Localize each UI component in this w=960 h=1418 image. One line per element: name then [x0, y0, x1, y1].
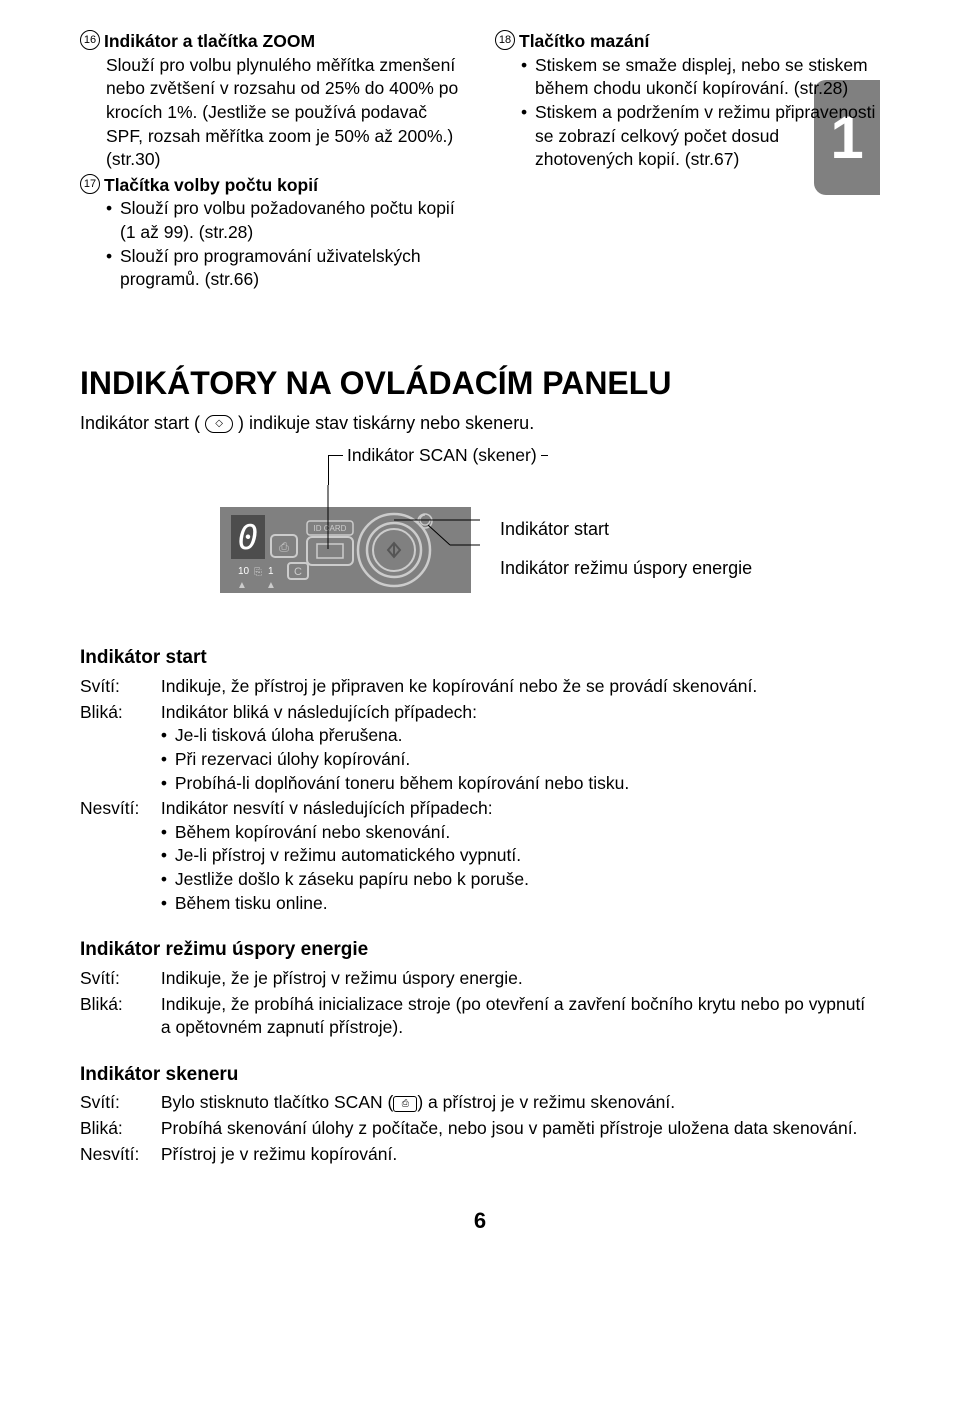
def-term: Nesvítí: — [80, 1143, 156, 1167]
page-number: 6 — [80, 1206, 880, 1236]
def-term: Bliká: — [80, 993, 156, 1017]
svg-text:C: C — [294, 566, 302, 578]
def-body: Indikuje, že probíhá inicializace stroje… — [161, 993, 879, 1040]
def-text: ) a přístroj je v režimu skenování. — [417, 1092, 675, 1112]
item-title: Indikátor a tlačítka ZOOM — [104, 30, 465, 54]
scan-icon: ⎙ — [393, 1096, 417, 1112]
svg-text:⎙: ⎙ — [279, 540, 289, 554]
item-bullet: Slouží pro programování uživatelských pr… — [106, 245, 465, 292]
bullet: Během kopírování nebo skenování. — [161, 821, 879, 845]
block-scanner: Indikátor skeneru Svítí: Bylo stisknuto … — [80, 1062, 880, 1167]
def-text: Indikátor bliká v následujících případec… — [161, 702, 477, 722]
bullet: Je-li přístroj v režimu automatického vy… — [161, 844, 879, 868]
def-term: Bliká: — [80, 1117, 156, 1141]
subtitle-part: ) indikuje stav tiskárny nebo skeneru. — [233, 413, 534, 433]
svg-text:10: 10 — [238, 566, 250, 577]
def-term: Nesvítí: — [80, 797, 156, 821]
panel-diagram: Indikátor SCAN (skener) 0 ⎙ ID CARD 10 ⎘… — [220, 455, 880, 605]
svg-text:ID CARD: ID CARD — [314, 524, 347, 533]
item-title: Tlačítko mazání — [519, 30, 880, 54]
def-body: Bylo stisknuto tlačítko SCAN (⎙) a příst… — [161, 1091, 879, 1115]
item-bullet: Stiskem a podržením v režimu připravenos… — [521, 101, 880, 172]
def-body: Indikátor nesvítí v následujících případ… — [161, 797, 879, 915]
block-title: Indikátor skeneru — [80, 1062, 880, 1088]
block-title: Indikátor start — [80, 645, 880, 671]
section-subtitle: Indikátor start ( ) indikuje stav tiskár… — [80, 411, 880, 435]
svg-text:▲: ▲ — [237, 580, 247, 591]
def-body: Indikuje, že je přístroj v režimu úspory… — [161, 967, 879, 991]
scan-label-line: Indikátor SCAN (skener) — [328, 455, 548, 485]
svg-text:▲: ▲ — [266, 580, 276, 591]
def-body: Probíhá skenování úlohy z počítače, nebo… — [161, 1117, 879, 1141]
block-energy: Indikátor režimu úspory energie Svítí: I… — [80, 937, 880, 1040]
bullet: Při rezervaci úlohy kopírování. — [161, 748, 879, 772]
start-indicator-label: Indikátor start — [500, 510, 752, 550]
item-title: Tlačítka volby počtu kopií — [104, 174, 465, 198]
block-indikator-start: Indikátor start Svítí: Indikuje, že přís… — [80, 645, 880, 915]
item-number-16: 16 — [80, 30, 100, 50]
left-column: 16 Indikátor a tlačítka ZOOM Slouží pro … — [80, 30, 465, 292]
start-icon — [205, 415, 233, 433]
section-title: INDIKÁTORY NA OVLÁDACÍM PANELU — [80, 362, 880, 405]
svg-text:0: 0 — [238, 518, 258, 558]
def-term: Svítí: — [80, 675, 156, 699]
bullet: Je-li tisková úloha přerušena. — [161, 724, 879, 748]
item-number-18: 18 — [495, 30, 515, 50]
bullet: Během tisku online. — [161, 892, 879, 916]
right-column: 18 Tlačítko mazání Stiskem se smaže disp… — [495, 30, 880, 292]
def-text: Indikátor nesvítí v následujících případ… — [161, 798, 493, 818]
diagram-right-labels: Indikátor start Indikátor režimu úspory … — [500, 510, 752, 581]
def-text: Bylo stisknuto tlačítko SCAN ( — [161, 1092, 393, 1112]
def-term: Svítí: — [80, 1091, 156, 1115]
def-body: Přístroj je v režimu kopírování. — [161, 1143, 879, 1167]
energy-indicator-label: Indikátor režimu úspory energie — [500, 557, 752, 580]
item-text: Slouží pro volbu plynulého měřítka zmenš… — [106, 54, 465, 172]
def-body: Indikátor bliká v následujících případec… — [161, 701, 879, 796]
control-panel-svg: 0 ⎙ ID CARD 10 ⎘ 1 C ▲ ▲ — [220, 485, 480, 605]
block-title: Indikátor režimu úspory energie — [80, 937, 880, 963]
def-term: Svítí: — [80, 967, 156, 991]
svg-text:⎘: ⎘ — [254, 567, 262, 578]
item-number-17: 17 — [80, 174, 100, 194]
svg-text:1: 1 — [268, 566, 274, 577]
item-bullet: Slouží pro volbu požadovaného počtu kopi… — [106, 197, 465, 244]
def-term: Bliká: — [80, 701, 156, 725]
top-columns: 16 Indikátor a tlačítka ZOOM Slouží pro … — [80, 30, 880, 292]
scan-label: Indikátor SCAN (skener) — [343, 444, 541, 468]
def-body: Indikuje, že přístroj je připraven ke ko… — [161, 675, 879, 699]
bullet: Probíhá-li doplňování toneru během kopír… — [161, 772, 879, 796]
subtitle-part: Indikátor start ( — [80, 413, 205, 433]
bullet: Jestliže došlo k záseku papíru nebo k po… — [161, 868, 879, 892]
item-bullet: Stiskem se smaže displej, nebo se stiske… — [521, 54, 880, 101]
